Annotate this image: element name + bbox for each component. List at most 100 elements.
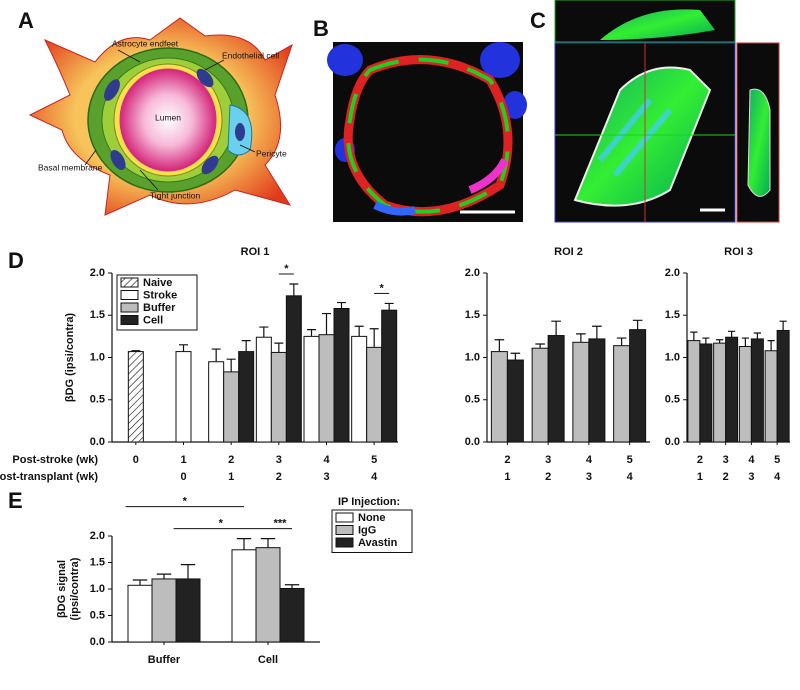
x-tick-label-2: 1 xyxy=(504,471,510,483)
x-tick-label-2: 4 xyxy=(627,471,634,483)
diagram-label: Lumen xyxy=(155,112,181,122)
legend-swatch xyxy=(120,277,139,288)
y-tick-label: 0.5 xyxy=(90,609,105,621)
significance-label: * xyxy=(380,282,385,294)
vessel-diagram: Astrocyte endfeet Endothelial cell Lumen… xyxy=(28,17,293,216)
y-tick-label: 0.0 xyxy=(665,436,680,448)
legend-label: None xyxy=(358,512,386,524)
error-bar xyxy=(179,344,188,352)
bar xyxy=(699,343,713,443)
legend-title: IP Injection: xyxy=(338,496,400,508)
y-tick-label: 1.5 xyxy=(90,309,105,321)
error-bar xyxy=(690,331,698,341)
y-tick-label: 1.5 xyxy=(665,309,680,321)
bar xyxy=(270,351,287,443)
bar xyxy=(333,307,350,443)
chart-title: ROI 3 xyxy=(724,246,753,258)
legend-label: Avastin xyxy=(358,537,398,549)
error-bar xyxy=(260,538,276,548)
y-tick-label: 2.0 xyxy=(665,267,680,279)
bar xyxy=(285,295,302,443)
legend-label: IgG xyxy=(358,524,376,536)
diagram-label: Tight junction xyxy=(150,190,201,200)
y-tick-label: 1.0 xyxy=(90,351,105,363)
x-tick-label: 5 xyxy=(627,454,633,466)
diagram-label: Basal membrane xyxy=(38,162,103,172)
x-tick-label: 5 xyxy=(371,454,377,466)
legend-swatch xyxy=(120,302,139,313)
error-bar xyxy=(284,584,300,589)
significance-label: * xyxy=(219,518,224,530)
y-tick-label: 1.5 xyxy=(465,309,480,321)
significance-label: *** xyxy=(274,518,288,530)
error-bar xyxy=(576,333,586,343)
error-bar xyxy=(592,325,602,339)
bar xyxy=(127,351,144,443)
x-row-label: Post-transplant (wk) xyxy=(0,471,98,483)
y-tick-label: 0.0 xyxy=(90,636,105,648)
error-bar xyxy=(632,319,643,330)
error-bar xyxy=(384,302,394,311)
y-tick-label: 2.0 xyxy=(90,530,105,542)
x-tick-label-2: 3 xyxy=(323,471,329,483)
legend-label: Buffer xyxy=(143,302,176,314)
bar xyxy=(572,341,590,443)
bar xyxy=(279,587,305,643)
y-tick-label: 1.5 xyxy=(90,556,105,568)
y-tick-label: 0.5 xyxy=(665,394,680,406)
bar xyxy=(613,345,631,443)
panel-label: D xyxy=(8,248,24,273)
error-bar xyxy=(131,350,141,352)
chart-title: ROI 1 xyxy=(241,246,270,258)
panel-label: E xyxy=(8,488,23,513)
bar xyxy=(713,342,727,443)
error-bar xyxy=(753,332,761,339)
error-bar xyxy=(259,326,269,338)
significance-label: * xyxy=(183,496,188,508)
error-bar xyxy=(716,339,724,344)
error-bar xyxy=(322,312,331,335)
error-bar xyxy=(226,358,236,372)
error-bar xyxy=(236,538,252,550)
bar xyxy=(231,549,257,643)
legend-swatch xyxy=(335,537,354,548)
error-bar xyxy=(551,320,561,336)
x-tick-label: 0 xyxy=(133,454,139,466)
error-bar xyxy=(767,340,775,351)
error-bar xyxy=(337,301,346,309)
bar xyxy=(366,346,383,443)
diagram-label: Endothelial cell xyxy=(222,50,279,60)
x-tick-label: 4 xyxy=(586,454,593,466)
x-tick-label-2: 4 xyxy=(371,471,378,483)
error-bar xyxy=(535,343,545,349)
bar xyxy=(255,547,281,643)
x-tick-label-2: 2 xyxy=(723,471,729,483)
legend-label: Naive xyxy=(143,277,172,289)
error-bar xyxy=(211,348,221,362)
bar xyxy=(208,361,225,443)
bar xyxy=(725,336,739,443)
x-tick-label: 2 xyxy=(504,454,510,466)
legend-label: Cell xyxy=(143,314,163,326)
micrograph-b xyxy=(327,42,527,222)
error-bar xyxy=(616,337,627,346)
bar xyxy=(629,329,647,443)
x-tick-label-2: 3 xyxy=(586,471,592,483)
legend-swatch xyxy=(335,512,354,523)
error-bar xyxy=(289,283,299,296)
x-tick-label-2: 4 xyxy=(774,471,781,483)
bar xyxy=(303,335,320,443)
bar xyxy=(490,351,508,443)
x-tick-label: 5 xyxy=(774,454,780,466)
error-bar xyxy=(132,579,148,586)
diagram-label: Astrocyte endfeet xyxy=(112,38,179,48)
error-bar xyxy=(156,573,172,579)
bar xyxy=(223,371,240,443)
bar xyxy=(175,351,192,443)
x-tick-label: 1 xyxy=(180,454,186,466)
legend-swatch xyxy=(120,290,139,300)
bar xyxy=(764,350,778,443)
x-tick-label-2: 2 xyxy=(276,471,282,483)
bar xyxy=(738,346,752,443)
